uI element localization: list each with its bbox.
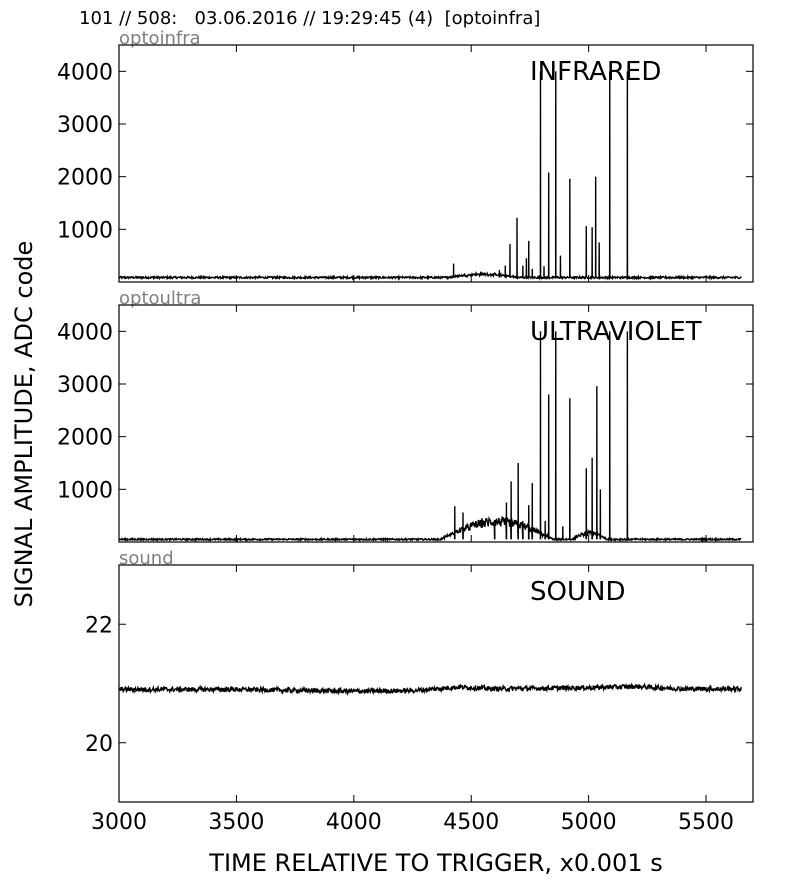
y-tick-label: 22	[85, 613, 113, 638]
y-tick-label: 3000	[57, 373, 113, 398]
y-tick-label: 2000	[57, 426, 113, 451]
axes-frame-sound	[118, 564, 754, 803]
y-tick-label: 3000	[57, 113, 113, 138]
x-tick-label: 5000	[561, 810, 617, 835]
series-line-sound	[119, 682, 742, 696]
x-tick-label: 4500	[443, 810, 499, 835]
y-tick-label: 4000	[57, 320, 113, 345]
axes-frame-optoinfra	[118, 44, 754, 283]
y-tick-label: 2000	[57, 166, 113, 191]
channel-label-optoultra: optoultra	[119, 288, 201, 309]
y-tick-label: 20	[85, 732, 113, 757]
y-tick-label: 1000	[57, 218, 113, 243]
panel-title-sound: SOUND	[530, 577, 625, 607]
channel-label-optoinfra: optoinfra	[119, 28, 201, 49]
x-tick-label: 3500	[208, 810, 264, 835]
figure-header-title: 101 // 508: 03.06.2016 // 19:29:45 (4) […	[79, 8, 541, 29]
panel-title-optoultra: ULTRAVIOLET	[530, 317, 702, 347]
x-axis-label: TIME RELATIVE TO TRIGGER, x0.001 s	[208, 849, 662, 877]
series-line-optoinfra	[119, 71, 742, 282]
x-tick-label: 5500	[678, 810, 734, 835]
axes-frame-optoultra	[118, 304, 754, 543]
panel-title-optoinfra: INFRARED	[530, 57, 661, 87]
channel-label-sound: sound	[119, 548, 174, 569]
y-tick-label: 1000	[57, 478, 113, 503]
y-axis-label: SIGNAL AMPLITUDE, ADC code	[10, 241, 38, 608]
series-line-optoultra	[119, 331, 742, 542]
x-tick-label: 4000	[326, 810, 382, 835]
y-tick-label: 4000	[57, 60, 113, 85]
x-tick-label: 3000	[91, 810, 147, 835]
